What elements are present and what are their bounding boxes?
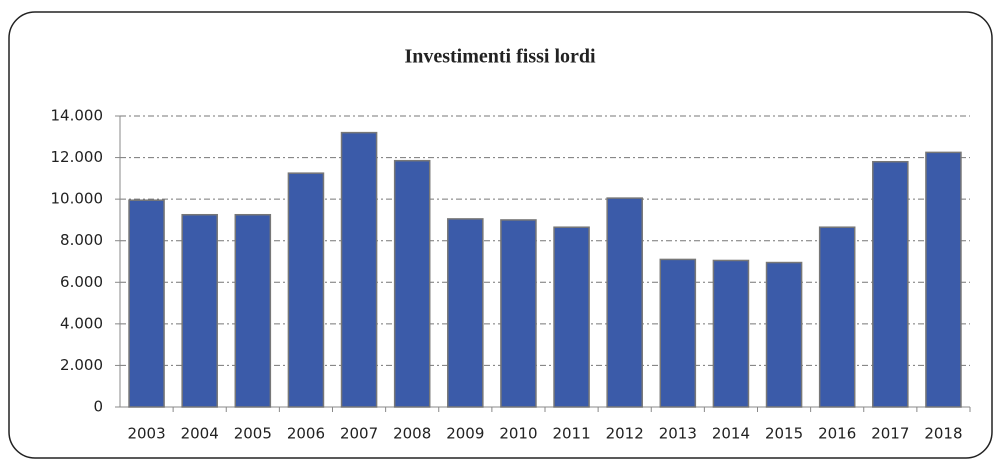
y-tick-label: 6.000 [60,273,103,291]
x-tick-label: 2007 [340,425,378,443]
x-tick-label: 2014 [712,425,750,443]
x-tick-label: 2016 [818,425,856,443]
bar [340,131,378,408]
x-tick-label: 2010 [499,425,537,443]
bar [553,226,590,408]
bar [181,213,218,408]
bar [606,197,643,408]
x-tick-label: 2006 [287,425,325,443]
y-tick-label: 10.000 [51,190,104,208]
bar [234,213,272,408]
y-tick-label: 12.000 [51,148,104,166]
x-tick-label: 2012 [606,425,644,443]
x-tick-label: 2017 [871,425,909,443]
bar [659,258,697,408]
bar [925,151,962,408]
y-tick-label: 8.000 [60,231,103,249]
bar [287,172,325,408]
bar [447,218,484,408]
bar [872,160,909,408]
bar [393,159,431,408]
x-tick-label: 2003 [127,425,165,443]
y-tick-label: 0 [93,398,103,416]
x-tick-label: 2011 [552,425,590,443]
chart-title: Investimenti fissi lordi [404,46,596,68]
bar [712,259,750,408]
bar [128,199,165,408]
x-tick-label: 2013 [659,425,697,443]
y-tick-label: 2.000 [60,356,103,374]
x-tick-label: 2004 [181,425,219,443]
bar [818,226,856,408]
bar [500,219,537,408]
x-tick-label: 2018 [924,425,962,443]
x-tick-label: 2009 [446,425,484,443]
x-tick-label: 2008 [393,425,431,443]
x-tick-label: 2005 [234,425,272,443]
y-tick-label: 4.000 [60,314,103,332]
y-tick-label: 14.000 [51,107,104,125]
bar [765,261,803,408]
x-tick-label: 2015 [765,425,803,443]
